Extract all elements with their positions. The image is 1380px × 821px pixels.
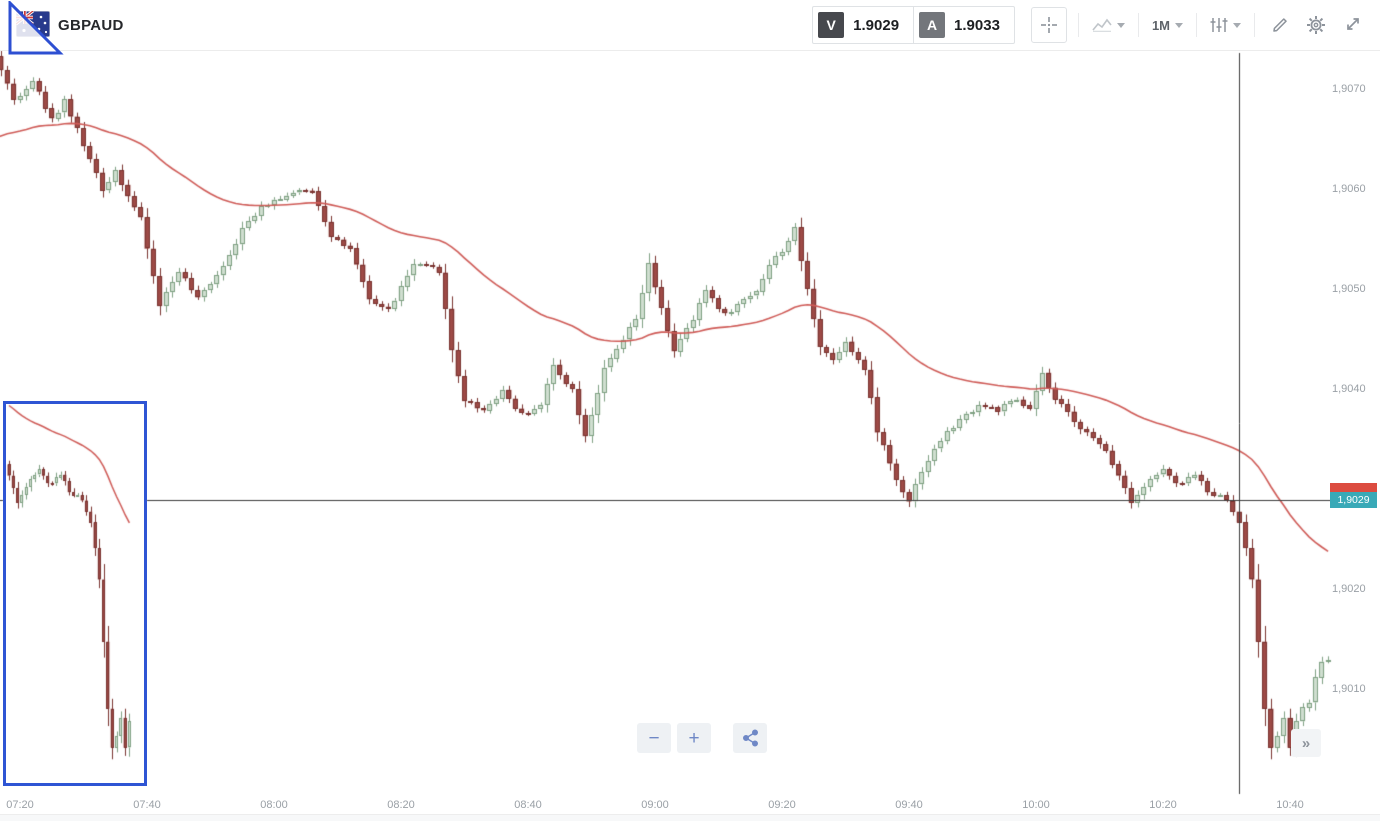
timeframe-label: 1M (1151, 17, 1170, 33)
buy-badge: A (919, 12, 946, 38)
buy-price: 1.9033 (954, 16, 1000, 34)
toolbar-separator (1254, 13, 1255, 37)
horizontal-scrollbar-track[interactable] (0, 814, 1380, 821)
time-axis-label: 09:00 (641, 799, 669, 811)
indicators-icon (1210, 18, 1228, 32)
toolbar-separator (1077, 13, 1079, 37)
time-axis-label: 08:40 (514, 799, 542, 811)
sell-quote-button[interactable]: V 1.9029 (813, 12, 913, 38)
fullscreen-toggle-button[interactable] (1334, 7, 1370, 43)
time-axis-label: 08:00 (260, 799, 288, 811)
time-axis-label: 08:20 (387, 799, 415, 811)
crosshair-icon (1040, 17, 1057, 33)
instrument-flag-wrap (0, 0, 58, 50)
sell-price: 1.9029 (853, 16, 900, 34)
expand-arrows-icon (1347, 18, 1359, 30)
timeframe-dropdown[interactable]: 1M (1146, 7, 1189, 43)
settings-button[interactable] (1298, 7, 1334, 43)
time-axis-label: 10:40 (1276, 799, 1304, 811)
share-icon (742, 729, 758, 747)
price-axis-label: 1,9050 (1332, 283, 1366, 295)
zoom-in-button[interactable]: + (677, 723, 711, 753)
toolbar-separator (1196, 13, 1197, 37)
quote-divider (913, 7, 915, 43)
indicators-button[interactable] (1204, 7, 1247, 43)
chevron-down-icon (1116, 22, 1125, 28)
chevron-down-icon (1175, 22, 1183, 28)
chevron-down-icon (1233, 22, 1241, 28)
zoom-controls: − + (637, 723, 767, 753)
chart-type-icon (1092, 18, 1112, 32)
price-axis-label: 1,9060 (1332, 183, 1366, 195)
drawing-tools-button[interactable] (1262, 7, 1298, 43)
candlestick-chart-canvas[interactable] (0, 50, 1380, 821)
aud-flag-icon (16, 11, 50, 37)
toolbar: GBPAUD V 1.9029 A 1.9033 (0, 0, 1380, 51)
price-axis-label: 1,9010 (1332, 683, 1366, 695)
selection-box-annotation (3, 401, 147, 786)
time-axis-label: 07:20 (6, 799, 34, 811)
pencil-icon (1273, 18, 1287, 32)
price-axis-label: 1,9020 (1332, 583, 1366, 595)
price-axis-label: 1,9070 (1332, 83, 1366, 95)
time-axis-label: 09:20 (768, 799, 796, 811)
gear-icon (1307, 16, 1325, 34)
time-axis-label: 10:20 (1149, 799, 1177, 811)
price-axis-label: 1,9040 (1332, 383, 1366, 395)
toolbar-separator (1137, 13, 1139, 37)
zoom-out-button[interactable]: − (637, 723, 671, 753)
time-axis-label: 09:40 (895, 799, 923, 811)
buy-quote-button[interactable]: A 1.9033 (914, 12, 1014, 38)
chart-type-button[interactable] (1086, 7, 1131, 43)
time-axis-label: 07:40 (133, 799, 161, 811)
expand-panel-button[interactable]: » (1291, 729, 1321, 757)
time-axis-label: 10:00 (1022, 799, 1050, 811)
quote-panel: V 1.9029 A 1.9033 (812, 6, 1015, 44)
crosshair-tool-button[interactable] (1030, 7, 1067, 43)
share-button[interactable] (733, 723, 767, 753)
current-price-badge: 1,9029 (1330, 492, 1377, 508)
chart-area: 1,9029 − + » 1,9070 1,9060 1,9050 1,9040 1,9… (0, 50, 1380, 821)
instrument-symbol: GBPAUD (58, 16, 124, 34)
ma-price-tick (1330, 483, 1377, 492)
sell-badge: V (818, 12, 845, 38)
